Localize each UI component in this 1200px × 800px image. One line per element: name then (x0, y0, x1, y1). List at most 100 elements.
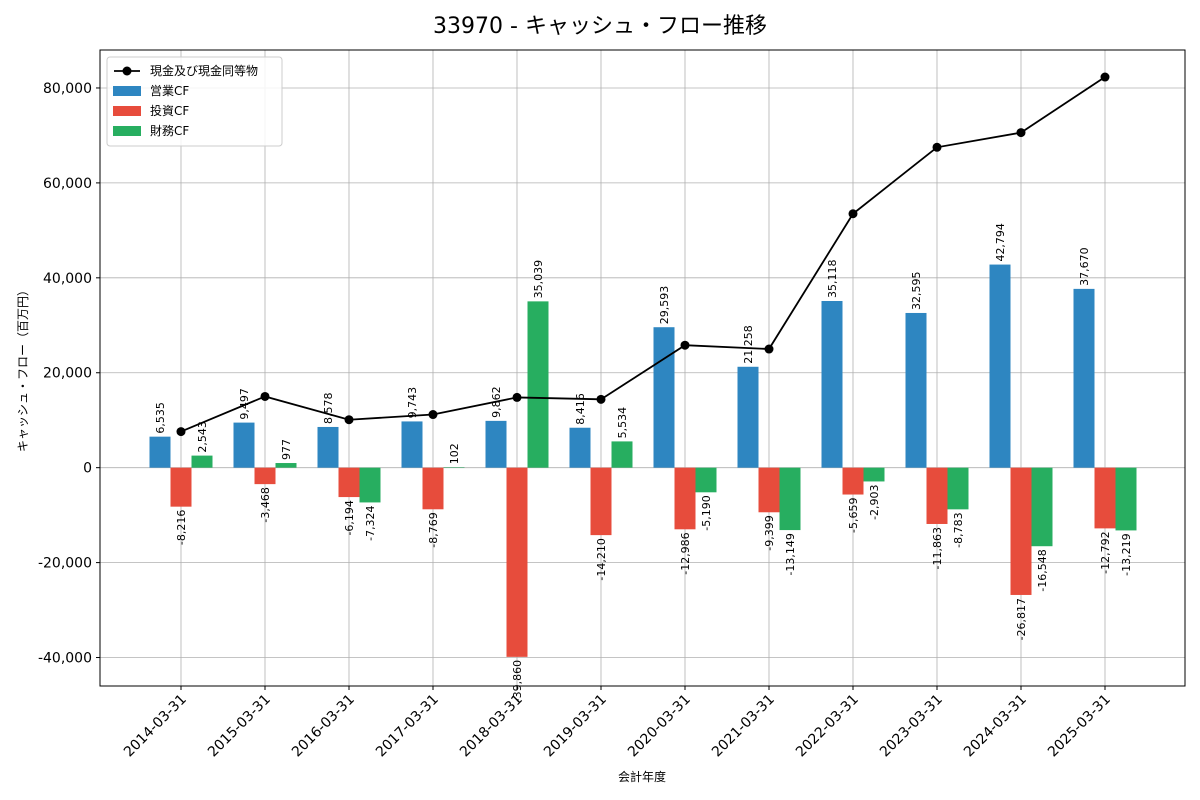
cash-line-point (428, 410, 438, 420)
data-label: -26,817 (1015, 598, 1028, 640)
legend-box (106, 56, 283, 147)
bar-営業CF (737, 366, 759, 468)
data-label: -8,769 (427, 512, 440, 547)
legend-label: 現金及び現金同等物 (150, 63, 258, 78)
cash-line-point (176, 427, 186, 437)
bar-営業CF (485, 420, 507, 468)
bars (149, 264, 1137, 657)
data-label: 5,534 (616, 407, 629, 439)
cash-line-point (932, 142, 942, 152)
data-label: -7,324 (364, 505, 377, 540)
data-label: 8,416 (574, 393, 587, 425)
y-tick-label: 80,000 (43, 81, 92, 97)
cash-line-point (848, 209, 858, 219)
data-label: 2,543 (196, 421, 209, 453)
bar-投資CF (842, 467, 864, 495)
bar-営業CF (989, 264, 1011, 468)
bar-財務CF (359, 467, 381, 503)
bar-財務CF (947, 467, 969, 510)
bar-投資CF (758, 467, 780, 513)
bar-財務CF (695, 467, 717, 493)
bar-営業CF (1073, 288, 1095, 468)
data-label: -3,468 (259, 487, 272, 522)
cash-line-point (1100, 72, 1110, 82)
legend-swatch (113, 126, 141, 136)
bar-営業CF (317, 426, 339, 468)
legend-label: 営業CF (150, 84, 189, 98)
data-label: 32,595 (910, 271, 923, 310)
data-label: -39,860 (511, 660, 524, 702)
bar-投資CF (338, 467, 360, 498)
y-tick-label: 40,000 (43, 271, 92, 287)
data-label: 6,535 (154, 402, 167, 434)
bar-財務CF (275, 463, 297, 468)
data-label: -2,903 (868, 484, 881, 519)
cash-line-path (180, 76, 1106, 433)
data-label: -13,149 (784, 533, 797, 575)
data-label: -12,792 (1099, 531, 1112, 573)
bar-営業CF (149, 436, 171, 468)
data-label: -6,194 (343, 500, 356, 535)
bar-財務CF (863, 467, 885, 482)
data-label: 9,743 (406, 387, 419, 419)
bar-投資CF (1010, 467, 1032, 595)
bar-営業CF (821, 300, 843, 468)
cash-line-point (680, 340, 690, 350)
data-label: -16,548 (1036, 549, 1049, 591)
bar-財務CF (527, 301, 549, 468)
bar-投資CF (422, 467, 444, 510)
x-axis-label: 会計年度 (618, 769, 666, 784)
data-label: -5,659 (847, 498, 860, 533)
data-label: 29,593 (658, 286, 671, 325)
bar-営業CF (233, 422, 255, 468)
cash-line (176, 72, 1110, 437)
y-axis-label: キャッシュ・フロー（百万円） (16, 284, 30, 452)
bar-営業CF (653, 327, 675, 468)
data-label: 35,118 (826, 259, 839, 298)
bar-財務CF (611, 441, 633, 468)
y-tick-label: -20,000 (38, 556, 92, 572)
bar-投資CF (590, 467, 612, 536)
data-label: 102 (448, 443, 461, 464)
data-label: 35,039 (532, 260, 545, 299)
data-label: -8,783 (952, 512, 965, 547)
plot-frame (99, 49, 1186, 687)
data-labels: 6,535 9,497 8,578 9,743 9,862 8,416 29,593 21,2… (154, 223, 1133, 702)
cash-line-point (764, 344, 774, 354)
data-label: 977 (280, 439, 293, 460)
bar-財務CF (191, 455, 213, 468)
data-label: -12,986 (679, 532, 692, 574)
bar-投資CF (506, 467, 528, 657)
data-label: -5,190 (700, 495, 713, 530)
data-label: 8,578 (322, 392, 335, 424)
cash-line-point (596, 394, 606, 404)
bar-財務CF (779, 467, 801, 531)
bar-投資CF (674, 467, 696, 530)
data-label: 37,670 (1078, 247, 1091, 286)
legend-swatch (113, 86, 141, 96)
bar-投資CF (170, 467, 192, 507)
data-label: -13,219 (1120, 533, 1133, 575)
legend-label: 投資CF (150, 103, 189, 118)
data-label: -11,863 (931, 527, 944, 569)
data-label: 21,258 (742, 325, 755, 364)
cash-line-point (1016, 128, 1026, 138)
y-tick-label: 20,000 (43, 366, 92, 382)
data-label: -9,399 (763, 515, 776, 550)
cash-line-point (344, 415, 354, 425)
chart-title: 33970 - キャッシュ・フロー推移 (433, 14, 767, 39)
legend-swatch (113, 106, 141, 116)
bar-投資CF (1094, 467, 1116, 529)
legend-line-marker (122, 66, 132, 76)
bar-財務CF (1115, 467, 1137, 531)
data-label: 9,862 (490, 386, 503, 418)
y-tick-label: 60,000 (43, 176, 92, 192)
cash-line-point (260, 391, 270, 401)
data-label: -14,210 (595, 538, 608, 580)
bar-営業CF (905, 312, 927, 468)
legend-label: 財務CF (150, 123, 189, 138)
bar-投資CF (254, 467, 276, 485)
bar-営業CF (569, 427, 591, 468)
